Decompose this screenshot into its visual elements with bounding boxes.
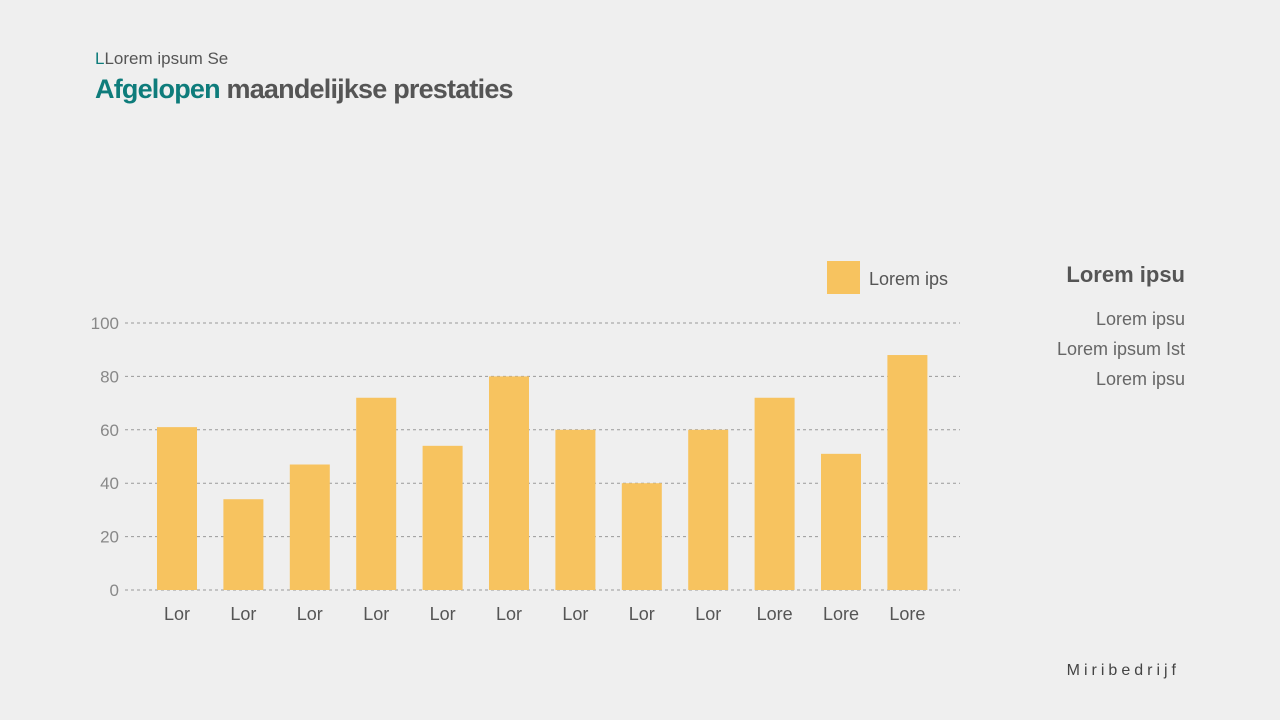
y-tick-label: 100 [91, 314, 119, 333]
bar [555, 429, 596, 590]
bar [489, 376, 529, 590]
bar [157, 427, 197, 590]
bar [289, 464, 330, 590]
slide-title: Afgelopen maandelijkse prestaties [95, 72, 514, 106]
x-tick-label: Lor [562, 604, 588, 624]
bar [356, 397, 397, 590]
subtitle-text: Lorem ipsum Se [104, 49, 229, 68]
side-title: Lorem ipsu [1066, 262, 1185, 287]
bar [754, 397, 795, 590]
bar [223, 499, 264, 590]
x-tick-label: Lor [164, 604, 190, 624]
y-tick-label: 0 [110, 581, 119, 600]
bar [887, 355, 928, 590]
x-tick-label: Lore [889, 604, 925, 624]
x-tick-label: Lor [695, 604, 721, 624]
x-tick-label: Lor [363, 604, 389, 624]
bar [422, 445, 463, 590]
header: LLorem ipsum Se Afgelopen maandelijkse p… [95, 48, 514, 106]
y-tick-label: 20 [100, 528, 119, 547]
bar [688, 429, 729, 590]
x-tick-label: Lor [629, 604, 655, 624]
x-tick-label: Lor [297, 604, 323, 624]
y-tick-label: 60 [100, 421, 119, 440]
title-text: maandelijkse prestaties [219, 74, 513, 104]
brand-name: Miribedrijf [1066, 662, 1180, 679]
x-tick-label: Lore [823, 604, 859, 624]
x-tick-label: Lor [430, 604, 456, 624]
subtitle-accent: L [95, 49, 105, 68]
side-item: Lorem ipsum Ist [1056, 339, 1185, 359]
y-tick-label: 40 [100, 474, 119, 493]
x-tick-label: Lor [496, 604, 522, 624]
legend-label: Lorem ips [869, 269, 948, 289]
bar-chart: 0 20 40 60 80 100 Lor Lor Lor Lor Lor Lor Lor Lor Lor L… [91, 261, 960, 624]
side-item: Lorem ipsu [1095, 369, 1185, 389]
bar [821, 453, 861, 590]
x-tick-label: Lor [230, 604, 256, 624]
title-accent: Afgelopen [95, 74, 221, 104]
bar [621, 483, 662, 590]
legend-swatch [827, 261, 860, 294]
side-panel: Lorem ipsu Lorem ipsu Lorem ipsum Ist Lo… [1057, 262, 1185, 394]
side-item: Lorem ipsu [1095, 309, 1185, 329]
x-tick-label: Lore [757, 604, 793, 624]
slide-subtitle: LLorem ipsum Se [95, 48, 513, 70]
y-tick-label: 80 [100, 367, 119, 386]
